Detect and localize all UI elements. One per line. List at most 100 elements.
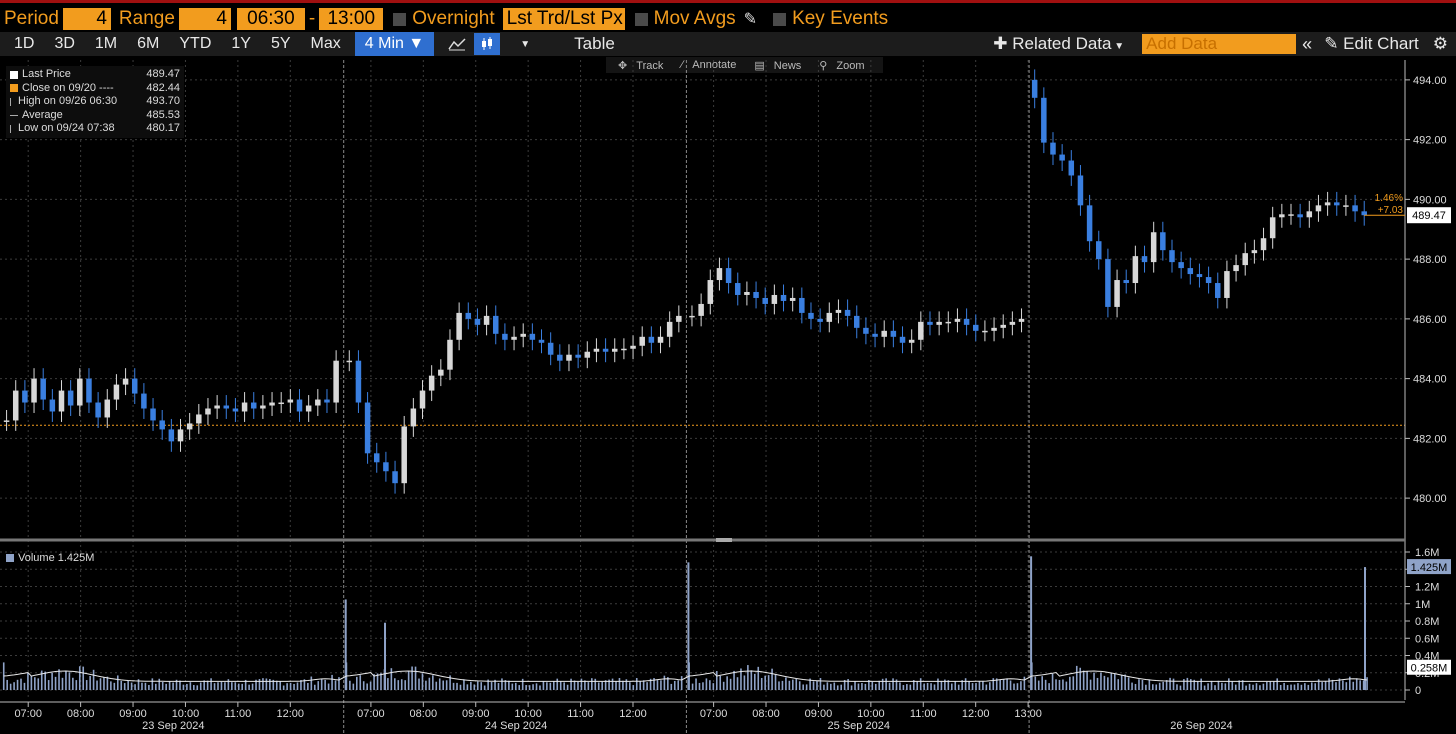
volume-bar [161, 682, 164, 690]
interval-dropdown[interactable]: 4 Min ▼ [354, 32, 435, 56]
volume-bar [1034, 676, 1037, 690]
volume-bar [1055, 679, 1057, 690]
legend-swatch [10, 70, 18, 79]
range-button-5y[interactable]: 5Y [270, 35, 291, 52]
chart-type-dropdown-icon[interactable]: ▼ [520, 38, 531, 50]
price-type-select[interactable]: Lst Trd/Lst Px [502, 8, 625, 30]
volume-moving-average [3, 670, 1368, 682]
pencil-icon[interactable]: ✎ [743, 11, 758, 28]
range-button-ytd[interactable]: YTD [179, 35, 212, 52]
volume-spike-bar [1364, 567, 1366, 690]
volume-bar [307, 682, 309, 690]
volume-bar [709, 680, 711, 690]
volume-bar [857, 683, 860, 690]
price-tick-label: 480.00 [1413, 493, 1447, 505]
volume-tick-label: 1.2M [1415, 582, 1439, 594]
volume-bar [1031, 662, 1033, 690]
range-button-max[interactable]: Max [310, 35, 341, 52]
range-button-1m[interactable]: 1M [94, 35, 118, 52]
legend-swatch [10, 84, 18, 93]
volume-bar [1217, 680, 1220, 690]
volume-bar [1314, 683, 1317, 690]
candle-body [104, 399, 111, 418]
key-events-checkbox[interactable] [773, 12, 787, 26]
volume-bar [514, 682, 517, 690]
line-chart-icon[interactable] [444, 33, 470, 55]
time-end-input[interactable]: 13:00 [319, 8, 384, 30]
volume-bar [123, 683, 126, 690]
candle-body [689, 315, 695, 318]
candle [1224, 260, 1230, 309]
candle [593, 338, 600, 363]
range-button-6m[interactable]: 6M [137, 35, 160, 52]
candle-body [1343, 205, 1349, 207]
period-label: Period [4, 8, 59, 29]
candle-body [392, 471, 398, 484]
time-tick-label: 08:00 [410, 708, 438, 720]
volume-bar [1155, 684, 1158, 690]
track-tool[interactable]: ✥ Track [618, 59, 664, 72]
news-tool[interactable]: ▤ News [754, 59, 802, 72]
volume-bar [715, 671, 718, 690]
time-start-input[interactable]: 06:30 [236, 8, 305, 30]
candle [630, 335, 636, 360]
candle [1009, 311, 1016, 336]
mov-avgs-label: Mov Avgs [653, 8, 736, 29]
volume-bar [148, 684, 150, 690]
price-tick-label: 482.00 [1413, 433, 1447, 445]
candlestick-icon[interactable] [474, 33, 501, 55]
range-input[interactable]: 4 [178, 8, 231, 30]
zoom-tool[interactable]: ⚲ Zoom [819, 59, 865, 72]
volume-bar [521, 678, 524, 690]
volume-bar [262, 678, 264, 690]
add-data-input[interactable]: Add Data [1142, 34, 1297, 54]
volume-tick-label: 1.6M [1415, 547, 1439, 559]
volume-bar [407, 671, 410, 690]
volume-bar [695, 678, 697, 690]
overnight-checkbox[interactable] [393, 12, 407, 26]
volume-bar [809, 678, 811, 690]
volume-bar [331, 674, 333, 690]
collapse-double-chevron-icon[interactable]: « [1302, 34, 1313, 54]
candle [1324, 191, 1331, 216]
candle-body [908, 339, 915, 343]
candle [1279, 203, 1285, 228]
candle-body [863, 327, 869, 334]
candle-body [1096, 241, 1102, 260]
volume-bar [1355, 678, 1358, 690]
candle-body [945, 321, 952, 324]
mov-avgs-checkbox[interactable] [634, 12, 648, 26]
volume-bar [241, 683, 244, 690]
range-button-1d[interactable]: 1D [14, 35, 35, 52]
volume-bar [1348, 676, 1351, 690]
table-button[interactable]: Table [574, 34, 615, 53]
volume-bar [698, 682, 701, 690]
period-input[interactable]: 4 [62, 8, 111, 30]
volume-bar [995, 678, 998, 690]
volume-bar [1279, 684, 1282, 690]
range-button-1y[interactable]: 1Y [231, 35, 251, 52]
volume-bars [2, 556, 1368, 690]
volume-bar [639, 681, 641, 690]
gear-icon[interactable]: ⚙ [1432, 34, 1448, 53]
volume-bar [812, 681, 815, 690]
candle-body [1233, 265, 1239, 272]
volume-bar [892, 678, 894, 690]
related-data-button[interactable]: ✚ Related Data ▼ [983, 32, 1134, 56]
volume-bar [324, 679, 326, 690]
candle [113, 374, 120, 410]
volume-bar [854, 681, 856, 690]
annotate-tool[interactable]: ∕ Annotate [681, 59, 737, 71]
candle [698, 293, 704, 327]
range-label: Range [118, 8, 175, 29]
candle [419, 380, 426, 419]
volume-bar [584, 680, 586, 690]
volume-bar [68, 672, 71, 690]
volume-bar [1107, 677, 1109, 690]
candle-body [223, 405, 230, 409]
range-button-3d[interactable]: 3D [54, 35, 75, 52]
edit-chart-button[interactable]: ✎ Edit Chart [1318, 32, 1425, 56]
candle [447, 329, 453, 381]
volume-bar [528, 685, 531, 690]
candle-body [250, 402, 257, 409]
